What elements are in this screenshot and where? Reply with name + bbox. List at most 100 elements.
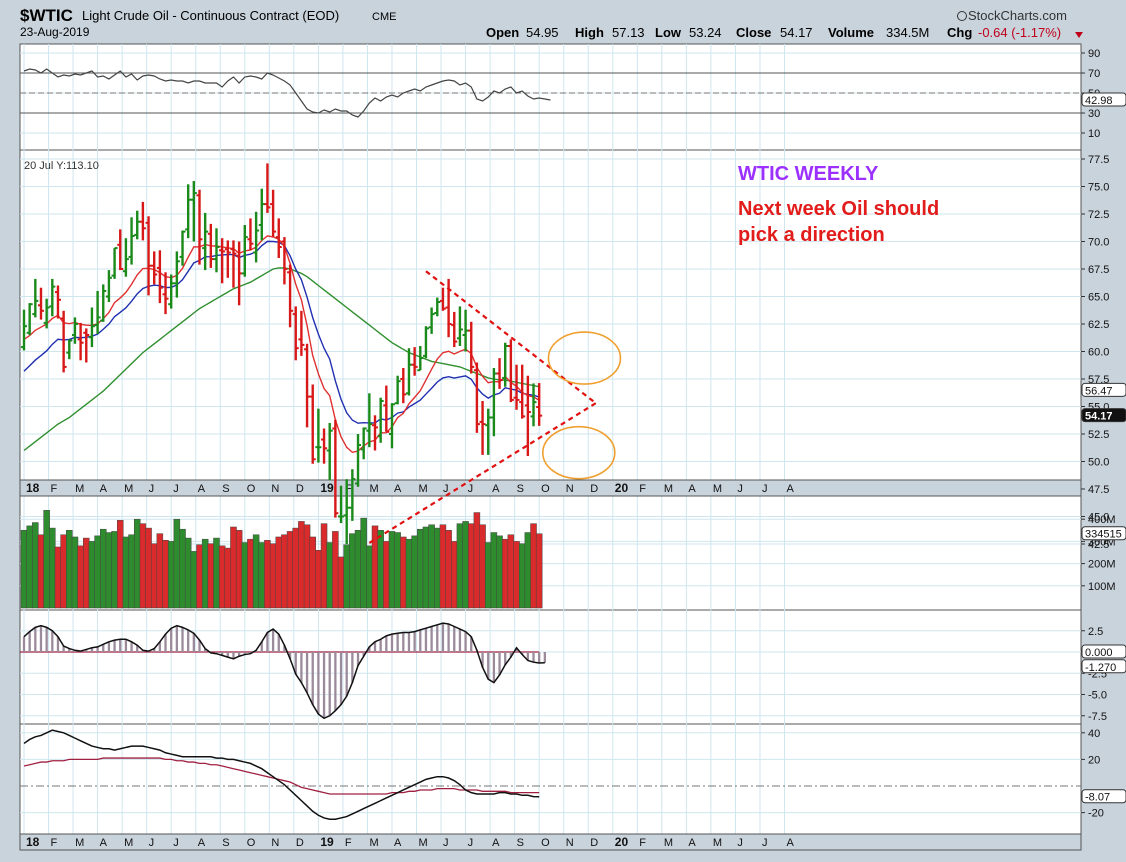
price-bar [394, 375, 401, 405]
month-tick-label: A [688, 837, 696, 849]
volume-bar [309, 536, 316, 609]
value-tick-label: 47.5 [1088, 484, 1109, 496]
description-label: Light Crude Oil - Continuous Contract (E… [82, 8, 339, 23]
month-tick-label: M [75, 837, 84, 849]
month-axis-band [19, 479, 1082, 497]
volume-bar [417, 528, 424, 609]
price-bar [304, 343, 311, 428]
volume-bar [535, 533, 543, 609]
down-arrow-icon [1075, 32, 1083, 38]
price-bar [196, 189, 203, 265]
volume-bar [213, 537, 220, 609]
volume-bar [71, 536, 79, 609]
price-last-label-box [1081, 408, 1126, 423]
grid-lines [20, 44, 1081, 834]
price-bar [128, 217, 135, 265]
volume-bar [445, 530, 452, 609]
month-tick-label: M [75, 483, 84, 495]
price-bar [490, 368, 497, 437]
value-tick-label: 40 [1088, 728, 1100, 740]
volume-bar [507, 534, 515, 609]
volume-bar [286, 531, 294, 609]
value-tick-label: 90 [1088, 48, 1100, 60]
month-tick-label: O [541, 483, 550, 495]
value-tick-label: 2.5 [1088, 626, 1103, 638]
month-tick-label: A [198, 837, 206, 849]
volume-bar [473, 512, 481, 609]
month-tick-label: N [271, 483, 279, 495]
symbol-label[interactable]: $WTIC [20, 6, 73, 25]
volume-last-label-box [1081, 526, 1126, 541]
month-tick-label: J [762, 483, 768, 495]
price-bar [338, 485, 345, 524]
price-bar [462, 309, 469, 352]
price-bar [417, 346, 424, 372]
value-tick-label: 67.5 [1088, 264, 1109, 276]
volume-bar [326, 542, 333, 609]
volume-bar [139, 523, 147, 609]
volume-value: 334.5M [886, 25, 929, 40]
price-bar [298, 310, 305, 356]
volume-bar [490, 532, 498, 609]
price-bar [258, 188, 265, 241]
month-tick-label: 20 [615, 835, 629, 849]
month-tick-label: S [222, 483, 229, 495]
price-corner-label: 20 Jul Y:113.10 [24, 160, 99, 172]
open-value: 54.95 [526, 25, 559, 40]
sma-slow-line [23, 267, 540, 452]
month-tick-label: J [737, 483, 743, 495]
month-tick-label: F [639, 837, 646, 849]
price-bar [66, 339, 73, 360]
brand-label[interactable]: StockCharts.com [968, 8, 1067, 23]
volume-bar [366, 545, 373, 609]
month-tick-label: M [124, 837, 133, 849]
volume-bar [173, 518, 181, 609]
value-tick-label: -20 [1088, 808, 1104, 820]
macd-outline [23, 622, 545, 720]
volume-bar [405, 538, 413, 609]
price-bar [332, 419, 339, 518]
volume-bar [230, 526, 237, 609]
price-bar [468, 321, 475, 374]
month-tick-label: J [737, 837, 743, 849]
price-bar [366, 393, 373, 448]
volume-bar [94, 535, 101, 609]
volume-bar [377, 530, 384, 609]
month-tick-label: 18 [26, 481, 40, 495]
volume-bar [513, 541, 520, 609]
value-tick-label: -7.5 [1088, 711, 1107, 723]
price-bar [388, 403, 395, 449]
month-tick-label: J [468, 837, 474, 849]
volume-bar [269, 543, 277, 609]
volume-last-label: 334515 [1085, 529, 1122, 541]
price-bar [536, 383, 543, 426]
target-circle [542, 425, 616, 480]
month-tick-label: S [222, 837, 229, 849]
date-label: 23-Aug-2019 [20, 25, 90, 39]
price-bar [156, 250, 163, 304]
price-bar [117, 229, 124, 271]
price-bar [456, 306, 463, 346]
price-bar [439, 287, 446, 311]
price-bar [326, 423, 333, 481]
volume-bar [83, 537, 90, 609]
month-tick-label: 18 [26, 835, 40, 849]
price-bar [281, 237, 288, 285]
volume-bar [400, 536, 407, 609]
price-bar [21, 309, 27, 351]
volume-bar [179, 528, 186, 609]
price-bar [502, 342, 509, 387]
volume-bar [332, 531, 339, 609]
price-bar [473, 362, 480, 433]
volume-bar [428, 524, 435, 609]
value-tick-label: 200M [1088, 559, 1116, 571]
price-bar [179, 230, 186, 266]
volume-bar [258, 542, 266, 609]
price-last-label: 54.17 [1085, 411, 1113, 423]
month-tick-label: M [419, 483, 428, 495]
price-bar [422, 326, 429, 359]
lower-main-line [23, 729, 540, 820]
price-bar [37, 287, 44, 320]
volume-bar [411, 535, 418, 609]
price-bar [145, 216, 152, 296]
